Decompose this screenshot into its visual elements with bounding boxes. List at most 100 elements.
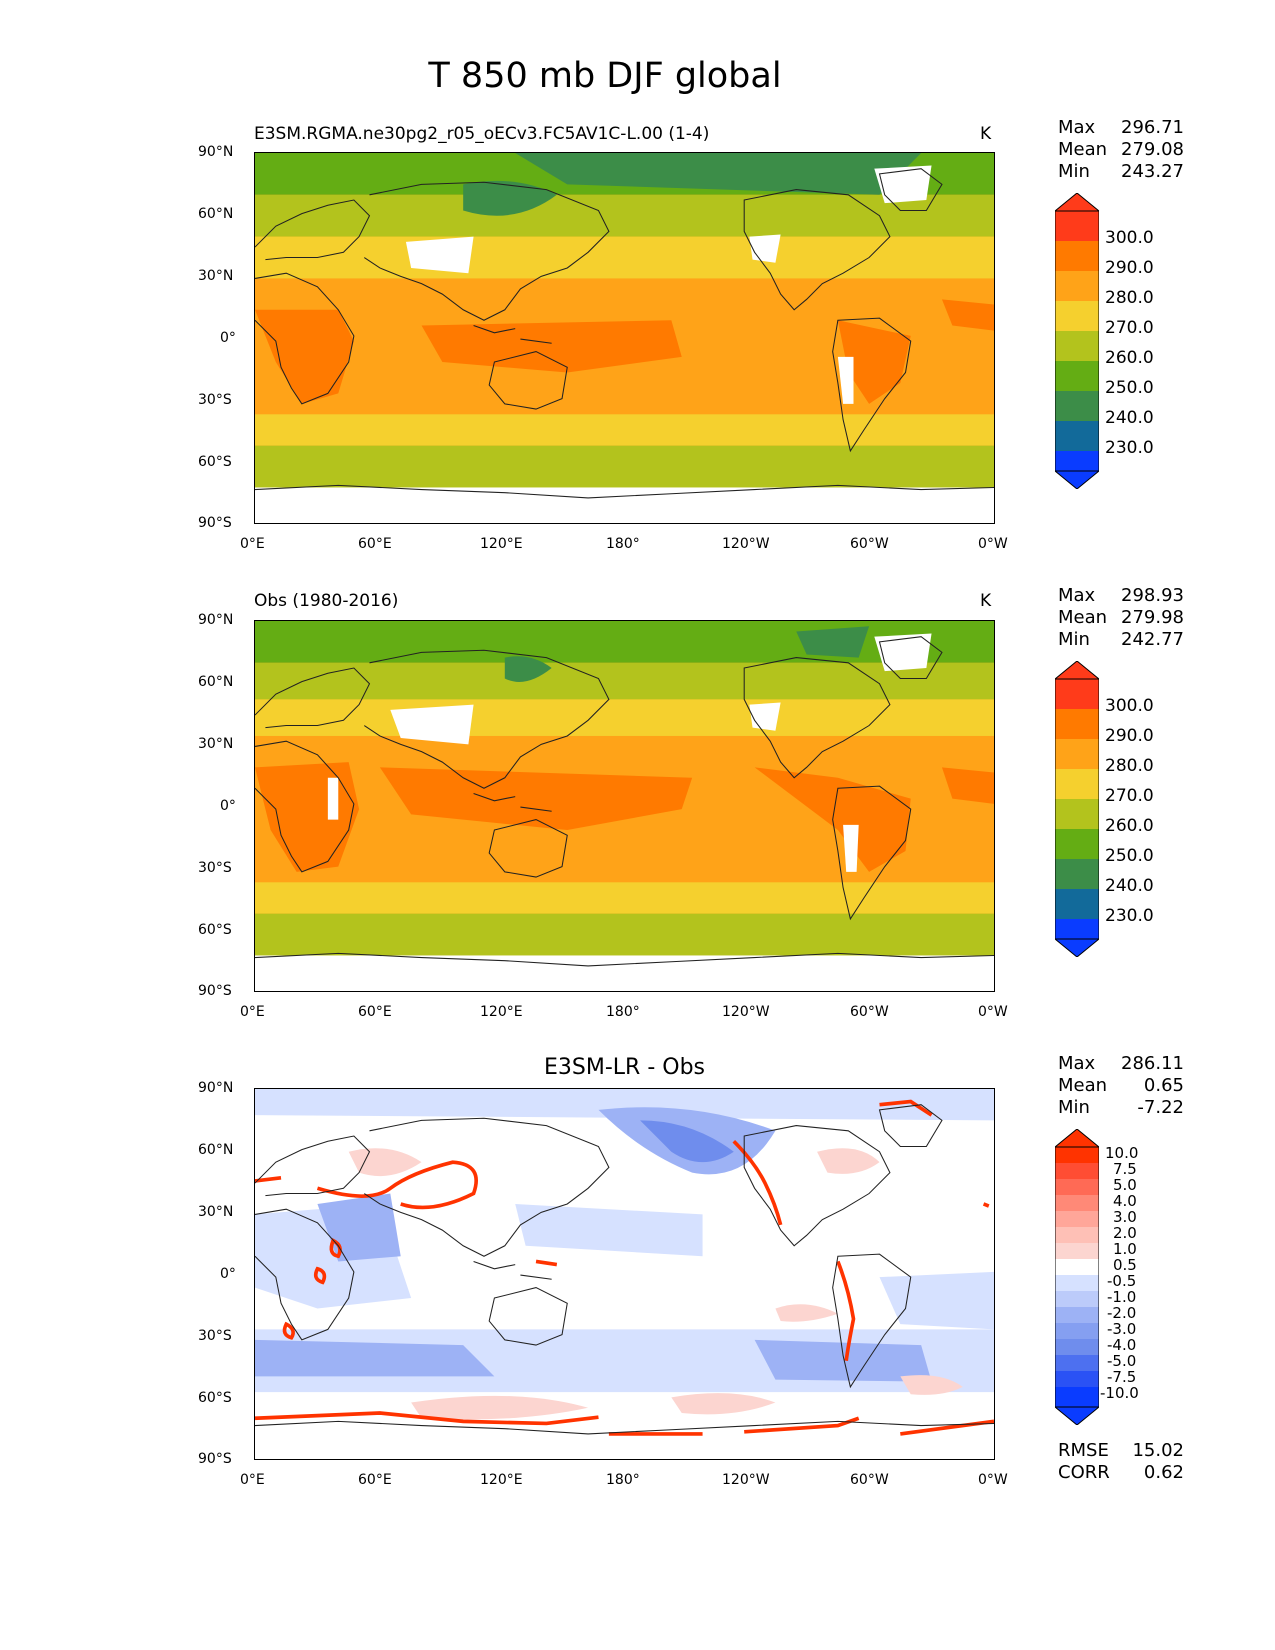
stat-mean-label: Mean: [1058, 139, 1108, 160]
lat-tick: 30°N: [198, 736, 234, 752]
colorbar-label: -10.0: [1100, 1384, 1139, 1402]
colorbar-label: 290.0: [1105, 258, 1154, 278]
lon-tick: 120°E: [480, 536, 523, 552]
lon-tick: 0°W: [978, 536, 1008, 552]
colorbar-label: 1.0: [1113, 1240, 1137, 1258]
lat-tick: 0°: [220, 1266, 236, 1282]
stat-min-value: -7.22: [1137, 1097, 1184, 1118]
lon-tick: 180°: [606, 536, 640, 552]
stat-mean-value: 279.08: [1121, 139, 1184, 160]
stat-rmse-label: RMSE: [1058, 1440, 1109, 1461]
lat-tick: 0°: [220, 330, 236, 346]
lon-tick: 60°W: [850, 1472, 889, 1488]
colorbar-label: -4.0: [1107, 1336, 1137, 1354]
lon-tick: 120°W: [722, 1472, 770, 1488]
lat-tick: 90°S: [198, 983, 232, 999]
colorbar-label: 7.5: [1113, 1160, 1137, 1178]
panel-2-title: Obs (1980-2016): [254, 591, 399, 611]
colorbar-label: 2.0: [1113, 1224, 1137, 1242]
stat-corr-label: CORR: [1058, 1462, 1110, 1483]
figure-title: T 850 mb DJF global: [428, 56, 782, 96]
panel-1-map: [254, 152, 995, 524]
colorbar-label: 300.0: [1105, 696, 1154, 716]
colorbar-label: 0.5: [1113, 1256, 1137, 1274]
lat-tick: 60°N: [198, 1142, 234, 1158]
panel-2-units: K: [980, 591, 992, 611]
lon-tick: 0°E: [240, 536, 265, 552]
colorbar-label: 260.0: [1105, 348, 1154, 368]
colorbar-label: 250.0: [1105, 846, 1154, 866]
stat-corr-value: 0.62: [1143, 1462, 1184, 1483]
colorbar-label: 3.0: [1113, 1208, 1137, 1226]
lat-tick: 0°: [220, 798, 236, 814]
lat-tick: 30°S: [198, 1328, 232, 1344]
colorbar-label: 280.0: [1105, 756, 1154, 776]
lon-tick: 120°E: [480, 1004, 523, 1020]
lat-tick: 90°S: [198, 515, 232, 531]
stat-mean-label: Mean: [1058, 607, 1108, 628]
colorbar-label: 270.0: [1105, 786, 1154, 806]
colorbar-label: -0.5: [1107, 1272, 1137, 1290]
lat-tick: 30°N: [198, 268, 234, 284]
colorbar-label: -2.0: [1107, 1304, 1137, 1322]
lon-tick: 0°E: [240, 1472, 265, 1488]
colorbar-label: 280.0: [1105, 288, 1154, 308]
stat-mean-value: 279.98: [1121, 607, 1184, 628]
lon-tick: 180°: [606, 1472, 640, 1488]
stat-max-value: 296.71: [1121, 117, 1184, 138]
lon-tick: 120°W: [722, 1004, 770, 1020]
lon-tick: 60°W: [850, 1004, 889, 1020]
lat-tick: 90°N: [198, 1080, 234, 1096]
lon-tick: 60°E: [358, 1472, 392, 1488]
lon-tick: 60°E: [358, 1004, 392, 1020]
colorbar-label: -1.0: [1107, 1288, 1137, 1306]
panel-3-map: [254, 1088, 995, 1460]
lat-tick: 60°S: [198, 1390, 232, 1406]
lat-tick: 30°S: [198, 860, 232, 876]
stat-max-label: Max: [1058, 585, 1096, 606]
colorbar-label: 230.0: [1105, 438, 1154, 458]
lon-tick: 0°W: [978, 1472, 1008, 1488]
panel-3-colorbar: [1055, 1129, 1099, 1425]
lat-tick: 60°S: [198, 922, 232, 938]
lat-tick: 90°N: [198, 612, 234, 628]
stat-min-label: Min: [1058, 629, 1090, 650]
stat-min-label: Min: [1058, 161, 1090, 182]
colorbar-label: -5.0: [1107, 1352, 1137, 1370]
lon-tick: 180°: [606, 1004, 640, 1020]
stat-max-label: Max: [1058, 1053, 1096, 1074]
colorbar-label: 250.0: [1105, 378, 1154, 398]
colorbar-label: -7.5: [1107, 1368, 1137, 1386]
colorbar-label: 260.0: [1105, 816, 1154, 836]
stat-mean-label: Mean: [1058, 1075, 1108, 1096]
lon-tick: 120°W: [722, 536, 770, 552]
panel-2-map: [254, 620, 995, 992]
lat-tick: 30°N: [198, 1204, 234, 1220]
stat-rmse-value: 15.02: [1132, 1440, 1184, 1461]
colorbar-label: 240.0: [1105, 408, 1154, 428]
panel-3-title: E3SM-LR - Obs: [544, 1055, 705, 1080]
panel-2-colorbar: [1055, 661, 1099, 957]
stat-mean-value: 0.65: [1143, 1075, 1184, 1096]
lat-tick: 90°S: [198, 1451, 232, 1467]
lat-tick: 90°N: [198, 144, 234, 160]
colorbar-label: 290.0: [1105, 726, 1154, 746]
lat-tick: 60°N: [198, 674, 234, 690]
stat-max-label: Max: [1058, 117, 1096, 138]
stat-max-value: 298.93: [1121, 585, 1184, 606]
colorbar-label: 300.0: [1105, 228, 1154, 248]
lon-tick: 60°W: [850, 536, 889, 552]
colorbar-label: -3.0: [1107, 1320, 1137, 1338]
panel-1-units: K: [980, 124, 992, 144]
colorbar-label: 270.0: [1105, 318, 1154, 338]
lat-tick: 30°S: [198, 392, 232, 408]
colorbar-label: 10.0: [1105, 1144, 1139, 1162]
lat-tick: 60°N: [198, 206, 234, 222]
lat-tick: 60°S: [198, 454, 232, 470]
stat-max-value: 286.11: [1121, 1053, 1184, 1074]
stat-min-label: Min: [1058, 1097, 1090, 1118]
colorbar-label: 230.0: [1105, 906, 1154, 926]
lon-tick: 0°W: [978, 1004, 1008, 1020]
panel-1-colorbar: [1055, 193, 1099, 489]
colorbar-label: 5.0: [1113, 1176, 1137, 1194]
